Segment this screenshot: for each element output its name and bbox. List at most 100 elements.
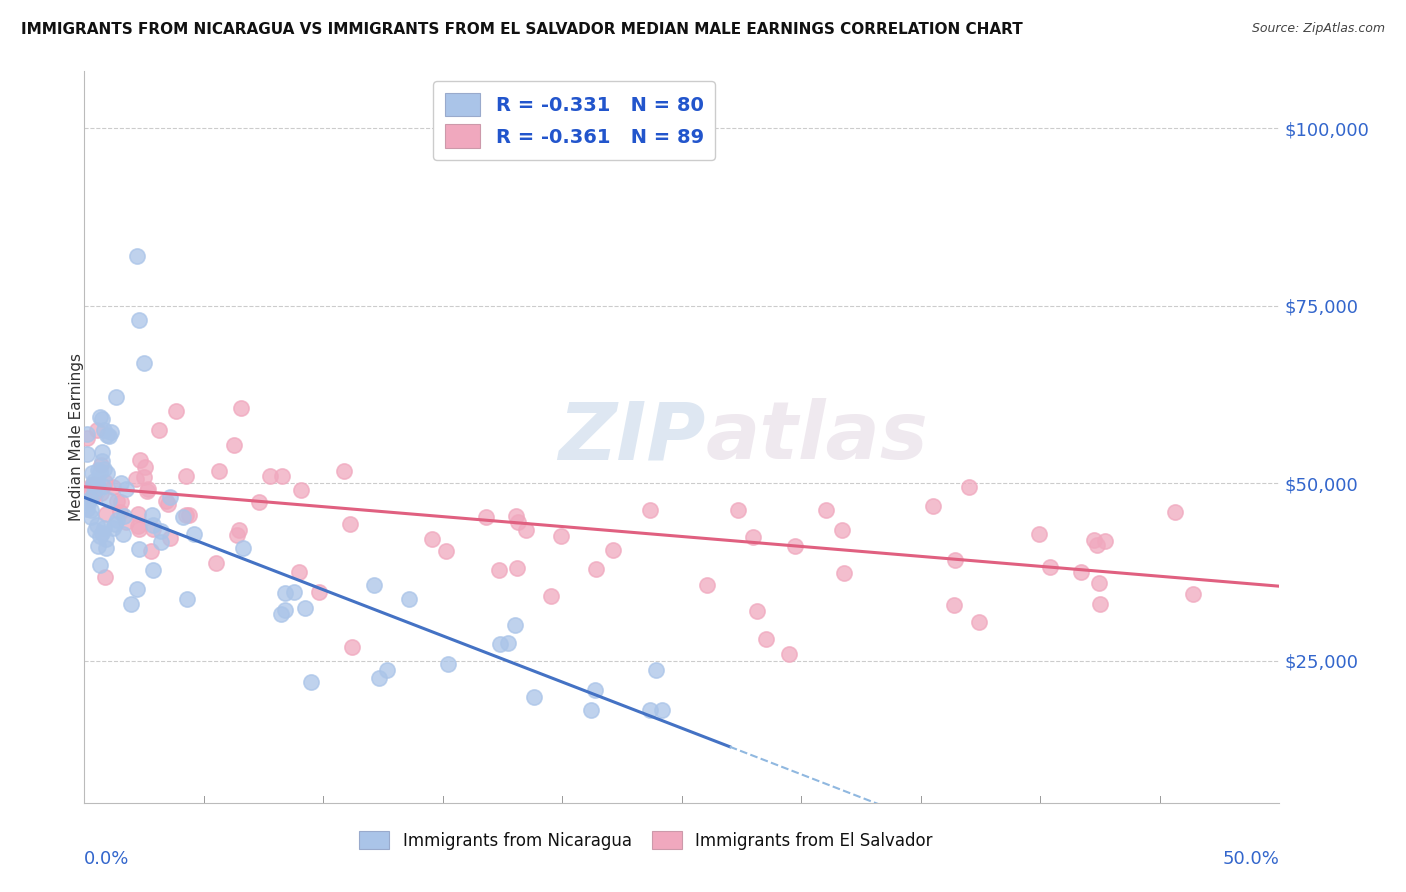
Point xyxy=(290,483,312,497)
Point xyxy=(110,476,132,491)
Point xyxy=(339,516,361,531)
Legend: Immigrants from Nicaragua, Immigrants from El Salvador: Immigrants from Nicaragua, Immigrants fr… xyxy=(353,824,939,856)
Point xyxy=(540,589,562,603)
Point xyxy=(779,647,801,661)
Point xyxy=(1090,597,1112,611)
Point xyxy=(1164,505,1187,519)
Point xyxy=(89,409,111,424)
Point xyxy=(585,562,607,576)
Point xyxy=(80,466,103,480)
Point xyxy=(174,469,197,483)
Point xyxy=(208,464,231,478)
Point xyxy=(76,431,98,445)
Point xyxy=(96,508,118,522)
Point xyxy=(222,438,245,452)
Point xyxy=(86,423,108,437)
Point xyxy=(93,521,115,535)
Point xyxy=(76,447,98,461)
Point xyxy=(503,618,526,632)
Point xyxy=(77,494,100,508)
Point xyxy=(363,577,385,591)
Text: ZIP: ZIP xyxy=(558,398,706,476)
Point xyxy=(83,477,105,491)
Point xyxy=(831,524,853,538)
Point xyxy=(489,637,512,651)
Point xyxy=(271,468,294,483)
Point xyxy=(156,497,179,511)
Point xyxy=(434,544,457,558)
Point xyxy=(96,427,118,442)
Point xyxy=(101,480,124,494)
Point xyxy=(640,704,662,718)
Point xyxy=(583,683,606,698)
Point xyxy=(87,463,110,477)
Point xyxy=(80,503,103,517)
Point xyxy=(232,541,254,556)
Point xyxy=(125,472,148,486)
Text: 0.0%: 0.0% xyxy=(84,850,129,868)
Point xyxy=(957,480,980,494)
Point xyxy=(84,523,107,537)
Point xyxy=(91,444,114,458)
Text: atlas: atlas xyxy=(706,398,928,476)
Point xyxy=(91,454,114,468)
Point xyxy=(112,526,135,541)
Point xyxy=(115,483,138,497)
Point xyxy=(475,510,498,524)
Point xyxy=(91,479,114,493)
Point xyxy=(96,466,118,480)
Point xyxy=(110,495,132,509)
Point xyxy=(437,657,460,671)
Point xyxy=(105,513,128,527)
Point xyxy=(90,486,112,500)
Point xyxy=(1028,526,1050,541)
Point xyxy=(89,529,111,543)
Point xyxy=(77,496,100,510)
Point xyxy=(505,508,527,523)
Point xyxy=(488,563,510,577)
Point xyxy=(340,640,363,654)
Point xyxy=(1181,587,1204,601)
Point xyxy=(506,561,529,575)
Point xyxy=(90,526,112,541)
Point xyxy=(100,425,122,439)
Point xyxy=(651,704,673,718)
Point xyxy=(274,586,297,600)
Point xyxy=(226,527,249,541)
Point xyxy=(205,556,228,570)
Point xyxy=(294,601,316,615)
Point xyxy=(165,404,187,418)
Point xyxy=(1083,533,1105,547)
Point xyxy=(640,503,662,517)
Point xyxy=(1039,559,1062,574)
Point xyxy=(523,690,546,705)
Point xyxy=(142,522,165,536)
Point xyxy=(333,464,356,478)
Point xyxy=(579,704,602,718)
Point xyxy=(159,532,181,546)
Point xyxy=(142,563,165,577)
Point xyxy=(94,475,117,490)
Point xyxy=(150,524,173,538)
Point xyxy=(79,491,101,506)
Point xyxy=(815,503,838,517)
Point xyxy=(943,598,966,612)
Point xyxy=(94,541,117,555)
Text: 50.0%: 50.0% xyxy=(1223,850,1279,868)
Point xyxy=(82,477,104,491)
Point xyxy=(1088,576,1111,591)
Point xyxy=(1094,534,1116,549)
Point xyxy=(270,607,292,622)
Point xyxy=(139,543,162,558)
Point xyxy=(125,249,148,263)
Point xyxy=(93,570,115,584)
Point xyxy=(79,483,101,497)
Point xyxy=(508,515,530,529)
Point xyxy=(104,516,127,531)
Point xyxy=(97,429,120,443)
Point xyxy=(86,518,108,533)
Point xyxy=(120,597,142,611)
Point xyxy=(112,508,135,523)
Text: Source: ZipAtlas.com: Source: ZipAtlas.com xyxy=(1251,22,1385,36)
Point xyxy=(375,663,398,677)
